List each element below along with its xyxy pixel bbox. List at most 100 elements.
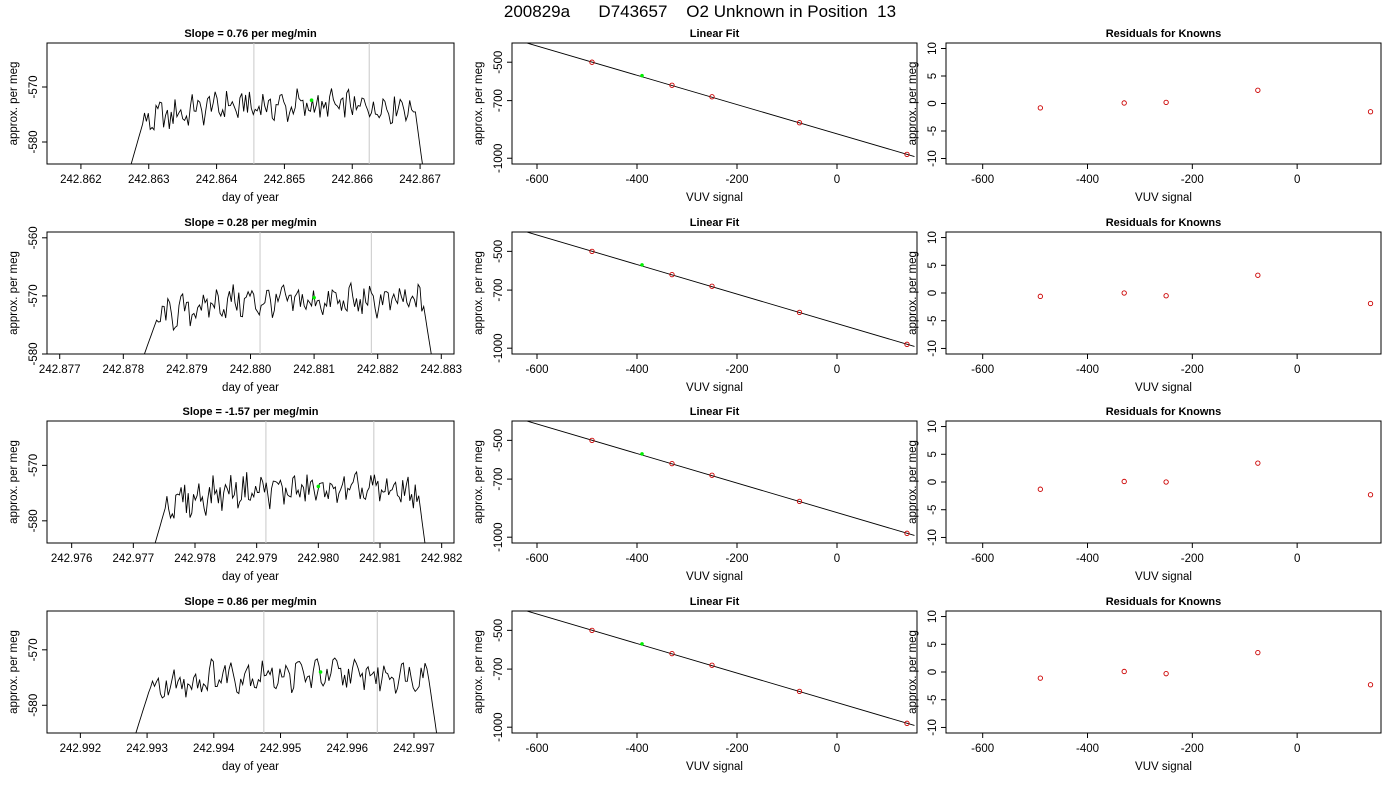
residual-point — [1037, 486, 1043, 492]
x-tick-label: 242.996 — [326, 743, 368, 755]
y-tick-label: -570 — [28, 75, 40, 98]
y-axis-label: approx. per meg — [8, 630, 20, 714]
x-tick-label: -200 — [1181, 174, 1204, 186]
x-tick-label: 242.982 — [421, 553, 463, 565]
y-tick-label: 5 — [927, 641, 939, 647]
y-tick-label: -5 — [927, 316, 939, 326]
x-tick-label: 0 — [834, 364, 840, 376]
panel-title: Slope = 0.86 per meg/min — [184, 596, 317, 608]
known-point — [796, 309, 803, 316]
known-point — [589, 248, 595, 255]
x-tick-label: -200 — [725, 743, 748, 755]
panel-r3-c2: Linear Fit -600 -400 -200 0 -500 -700 -1000 VUV … — [473, 406, 918, 583]
x-tick-label: -600 — [525, 553, 548, 565]
panel-title: Linear Fit — [690, 406, 740, 418]
y-tick-label: -1000 — [493, 712, 505, 741]
x-tick-label: 242.979 — [236, 553, 278, 565]
x-tick-label: 242.992 — [60, 743, 102, 755]
y-tick-label: 0 — [927, 100, 939, 106]
x-tick-label: 242.881 — [293, 364, 335, 376]
y-tick-label: -5 — [927, 126, 939, 136]
known-point — [709, 662, 715, 668]
plot-frame — [945, 231, 1382, 355]
panel-title: Slope = 0.76 per meg/min — [184, 28, 317, 40]
x-tick-label: 242.981 — [359, 553, 401, 565]
x-tick-label: -200 — [1181, 553, 1204, 565]
panel-title: Slope = 0.28 per meg/min — [184, 217, 317, 229]
panel-title: Linear Fit — [690, 596, 740, 608]
fit-line — [525, 611, 915, 726]
y-tick-label: -10 — [927, 150, 939, 167]
y-axis-label: approx. per meg — [907, 251, 919, 335]
fit-line — [525, 421, 915, 536]
x-tick-label: 0 — [1294, 743, 1300, 755]
y-tick-label: -580 — [28, 342, 40, 365]
fit-line — [525, 43, 915, 157]
x-tick-label: 242.880 — [230, 364, 272, 376]
x-tick-label: -200 — [725, 174, 748, 186]
residual-point — [1367, 300, 1374, 307]
y-tick-label: 0 — [927, 479, 939, 485]
known-point — [669, 460, 675, 467]
y-axis-label: approx. per meg — [8, 62, 20, 146]
y-tick-label: -5 — [927, 695, 939, 705]
panel-r1-c3: Residuals for Knowns -600 -400 -200 0 10 5 0 -5 -… — [907, 28, 1382, 204]
x-axis-label: VUV signal — [686, 192, 743, 204]
y-tick-label: -1000 — [493, 522, 505, 551]
plot-area — [525, 421, 915, 536]
y-tick-label: -10 — [927, 529, 939, 546]
x-axis-label: VUV signal — [1135, 571, 1192, 583]
known-point — [796, 498, 803, 505]
plot-area — [525, 232, 915, 347]
panel-r1-c2: Linear Fit -600 -400 -200 0 -500 -700 -1000 VUV … — [473, 28, 918, 204]
y-axis-label: approx. per meg — [473, 440, 485, 524]
y-tick-label: -700 — [493, 468, 505, 491]
known-point — [589, 59, 595, 65]
x-tick-label: 0 — [1294, 364, 1300, 376]
y-axis-label: approx. per meg — [473, 62, 485, 146]
unknown-point — [640, 263, 644, 267]
residual-point — [1037, 675, 1043, 681]
x-tick-label: 242.995 — [260, 743, 302, 755]
x-tick-label: 0 — [834, 553, 840, 565]
y-tick-label: -1000 — [493, 144, 505, 173]
x-axis-label: day of year — [222, 382, 279, 394]
y-axis-label: approx. per meg — [8, 251, 20, 335]
x-tick-label: -200 — [1181, 364, 1204, 376]
unknown-marker — [312, 295, 316, 300]
residual-point — [1163, 479, 1169, 485]
x-tick-label: -200 — [1181, 743, 1204, 755]
plot-frame — [945, 42, 1382, 165]
y-tick-label: -1000 — [493, 333, 505, 362]
x-axis-label: day of year — [222, 761, 279, 773]
known-point — [904, 341, 910, 347]
residual-point — [1037, 105, 1043, 111]
x-axis-label: VUV signal — [1135, 761, 1192, 773]
known-point — [904, 530, 910, 536]
y-tick-label: -500 — [493, 51, 505, 74]
panel-r1-c1: Slope = 0.76 per meg/min 242.862 242.863 24… — [8, 28, 455, 204]
plot-area — [525, 611, 915, 726]
panel-r2-c1: Slope = 0.28 per meg/min 242.877 242.878 24… — [8, 217, 462, 394]
y-axis-label: approx. per meg — [8, 440, 20, 524]
y-tick-label: -500 — [493, 619, 505, 642]
known-point — [709, 283, 715, 289]
y-axis-label: approx. per meg — [473, 630, 485, 714]
panel-title: Linear Fit — [690, 217, 740, 229]
y-tick-label: -700 — [493, 89, 505, 112]
trace-line — [130, 88, 423, 164]
x-axis-label: VUV signal — [686, 571, 743, 583]
x-tick-label: 242.980 — [298, 553, 340, 565]
y-tick-label: 0 — [927, 290, 939, 296]
known-point — [709, 94, 715, 100]
x-tick-label: -200 — [725, 553, 748, 565]
panel-r4-c1: Slope = 0.86 per meg/min 242.992 242.993 24… — [8, 596, 455, 773]
y-tick-label: -10 — [927, 719, 939, 736]
residual-point — [1367, 492, 1374, 498]
unknown-point — [640, 642, 644, 646]
plot-area — [1037, 649, 1374, 688]
residual-point — [1255, 272, 1261, 278]
x-tick-label: -400 — [625, 174, 648, 186]
residual-point — [1367, 109, 1374, 115]
x-tick-label: 0 — [1294, 174, 1300, 186]
